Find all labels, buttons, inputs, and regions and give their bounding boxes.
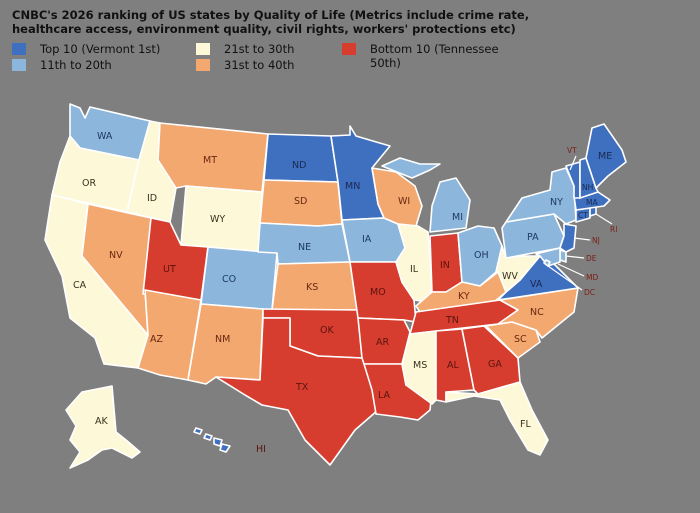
state-label-mt: MT — [203, 155, 217, 166]
state-label-hi: HI — [256, 444, 266, 455]
state-fl[interactable] — [445, 381, 549, 456]
state-ak[interactable] — [65, 385, 141, 469]
state-nd[interactable] — [263, 133, 339, 183]
state-label-wi: WI — [398, 196, 410, 207]
legend-swatch-21-30 — [196, 43, 210, 55]
state-nh[interactable] — [579, 157, 599, 199]
map-title: CNBC's 2026 ranking of US states by Qual… — [12, 8, 530, 36]
state-label-ia: IA — [362, 234, 372, 245]
state-ny[interactable] — [505, 167, 577, 225]
state-label-il: IL — [410, 264, 419, 275]
state-label-ut: UT — [163, 264, 176, 275]
leader-dc — [547, 265, 583, 291]
legend-swatch-11-20 — [12, 59, 26, 71]
state-label-mn: MN — [345, 181, 360, 192]
state-label-wv: WV — [502, 271, 518, 282]
state-label-in: IN — [440, 260, 450, 271]
state-label-nv: NV — [109, 250, 123, 261]
state-md[interactable] — [535, 247, 561, 267]
legend-item-top10: Top 10 (Vermont 1st) — [12, 42, 160, 56]
state-label-ri: RI — [610, 225, 617, 234]
state-label-ca: CA — [73, 280, 87, 291]
state-label-al: AL — [447, 360, 459, 371]
state-label-ak: AK — [95, 416, 108, 427]
state-label-or: OR — [82, 178, 96, 189]
state-label-nh: NH — [582, 183, 593, 192]
state-label-co: CO — [222, 274, 236, 285]
legend-label-bottom10: Bottom 10 (Tennessee 50th) — [370, 42, 499, 70]
legend-item-31-40: 31st to 40th — [196, 58, 294, 72]
state-hi[interactable] — [193, 427, 231, 453]
state-label-ga: GA — [488, 359, 502, 370]
state-label-az: AZ — [150, 334, 163, 345]
leader-de — [565, 255, 585, 259]
state-label-ks: KS — [306, 282, 318, 293]
state-de[interactable] — [559, 249, 567, 263]
state-label-ar: AR — [376, 337, 389, 348]
state-label-ms: MS — [413, 360, 427, 371]
leader-nj — [573, 237, 591, 241]
state-label-va: VA — [530, 279, 543, 290]
state-tx[interactable] — [215, 317, 379, 466]
leader-ri — [595, 213, 613, 225]
state-label-sc: SC — [514, 334, 527, 345]
state-label-wy: WY — [210, 214, 225, 225]
state-label-ky: KY — [458, 291, 470, 302]
state-label-mo: MO — [370, 287, 386, 298]
legend-swatch-bottom10 — [342, 43, 356, 55]
legend-label-31-40: 31st to 40th — [224, 58, 295, 72]
state-label-pa: PA — [527, 232, 539, 243]
state-label-id: ID — [147, 193, 157, 204]
state-label-wa: WA — [97, 131, 113, 142]
legend-label-21-30: 21st to 30th — [224, 42, 295, 56]
state-vt[interactable] — [565, 161, 581, 199]
state-nc[interactable] — [485, 287, 579, 339]
state-wv[interactable] — [495, 245, 541, 293]
state-label-tn: TN — [445, 315, 459, 326]
state-label-tx: TX — [295, 382, 309, 393]
state-label-ct: CT — [578, 211, 588, 220]
state-label-nm: NM — [215, 334, 230, 345]
state-label-md: MD — [586, 273, 598, 282]
legend-item-11-20: 11th to 20th — [12, 58, 112, 72]
legend-label-11-20: 11th to 20th — [40, 58, 112, 72]
state-label-sd: SD — [294, 196, 307, 207]
legend-item-21-30: 21st to 30th — [196, 42, 294, 56]
state-me[interactable] — [585, 123, 627, 189]
state-label-nj: NJ — [592, 236, 600, 245]
state-label-vt: VT — [567, 146, 577, 155]
state-label-ny: NY — [550, 197, 563, 208]
state-label-mi: MI — [452, 212, 463, 223]
state-mi[interactable] — [381, 157, 471, 233]
leader-md — [557, 263, 585, 277]
state-ia[interactable] — [341, 217, 406, 263]
state-label-fl: FL — [520, 419, 531, 430]
state-label-ne: NE — [298, 242, 311, 253]
state-label-oh: OH — [474, 250, 489, 261]
legend-item-bottom10: Bottom 10 (Tennessee 50th) — [342, 42, 512, 70]
state-label-de: DE — [586, 254, 597, 263]
state-label-me: ME — [598, 151, 612, 162]
leader-vt — [569, 155, 577, 171]
legend-label-top10: Top 10 (Vermont 1st) — [40, 42, 161, 56]
state-label-ma: MA — [586, 198, 598, 207]
legend-swatch-31-40 — [196, 59, 210, 71]
state-label-dc: DC — [584, 288, 595, 297]
state-label-la: LA — [378, 390, 391, 401]
state-label-ok: OK — [320, 325, 334, 336]
state-label-nc: NC — [530, 307, 544, 318]
state-label-nd: ND — [292, 160, 306, 171]
state-co[interactable] — [200, 246, 278, 311]
legend-swatch-top10 — [12, 43, 26, 55]
